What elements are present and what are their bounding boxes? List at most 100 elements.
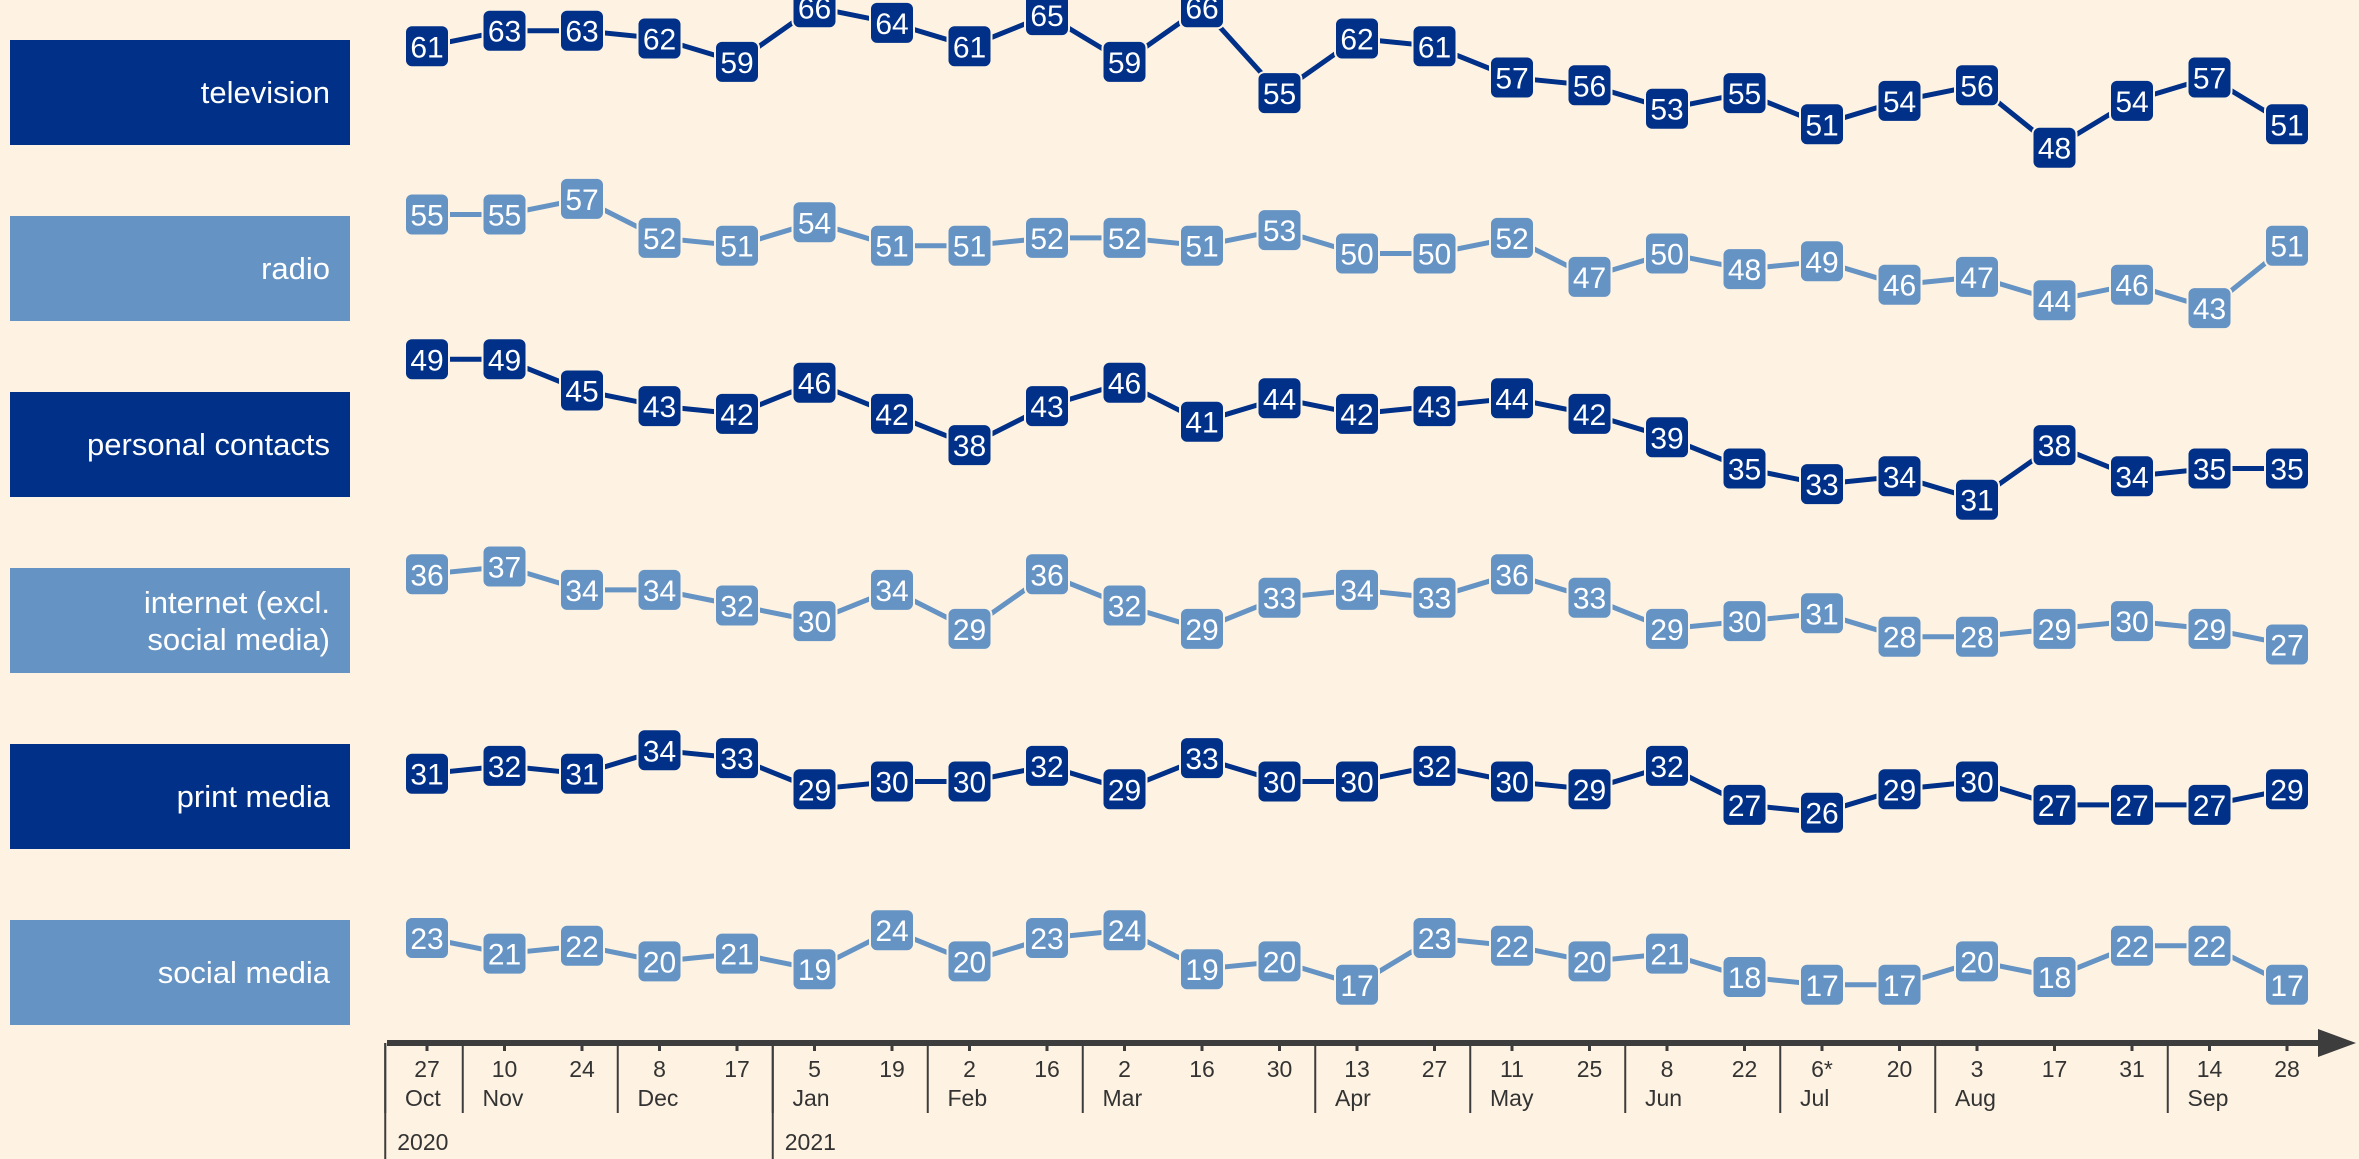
data-label: 30	[1495, 767, 1528, 800]
x-tick-day: 22	[1732, 1056, 1758, 1082]
data-marker	[791, 947, 838, 992]
data-marker	[1799, 790, 1845, 835]
data-label: 21	[1650, 939, 1683, 972]
data-label: 57	[2193, 63, 2226, 96]
data-marker	[946, 939, 993, 984]
x-tick-day: 11	[1500, 1056, 1524, 1082]
data-label: 33	[1185, 743, 1218, 776]
data-label: 48	[1728, 254, 1761, 287]
x-tick-day: 27	[414, 1056, 440, 1082]
data-marker	[1024, 743, 1070, 788]
data-marker	[2109, 78, 2155, 123]
x-tick-day: 3	[1971, 1056, 1984, 1082]
data-point-radio-23: 43	[2186, 286, 2233, 331]
data-label: 20	[1263, 946, 1296, 979]
data-point-radio-10: 51	[1179, 223, 1225, 268]
data-point-internet-excl-social-media-13: 33	[1411, 575, 1458, 620]
data-label: 29	[1573, 774, 1606, 807]
data-label: 38	[953, 430, 986, 463]
data-marker	[1644, 415, 1690, 460]
data-point-social-media-12: 17	[1334, 962, 1380, 1007]
data-point-personal-contacts-7: 38	[946, 423, 993, 468]
data-marker	[1101, 39, 1148, 84]
data-marker	[1411, 916, 1458, 960]
data-label: 51	[875, 231, 908, 264]
data-label: 30	[798, 606, 831, 639]
data-label: 54	[2115, 86, 2148, 119]
data-point-personal-contacts-11: 44	[1256, 376, 1303, 421]
data-point-internet-excl-social-media-8: 36	[1024, 552, 1070, 597]
data-marker	[2031, 423, 2078, 468]
data-marker	[1256, 939, 1303, 984]
data-marker	[1334, 231, 1380, 276]
data-point-print-media-18: 26	[1799, 790, 1845, 835]
data-marker	[791, 0, 838, 30]
data-marker	[1799, 462, 1845, 507]
data-point-internet-excl-social-media-23: 29	[2186, 606, 2233, 651]
data-label: 41	[1185, 407, 1218, 440]
data-marker	[1954, 759, 2000, 804]
data-marker	[1179, 0, 1225, 30]
data-marker	[636, 939, 683, 984]
series-label-radio: radio	[10, 216, 350, 321]
data-point-radio-15: 47	[1566, 254, 1613, 299]
series-label-personal-contacts: personal contacts	[10, 392, 350, 497]
data-point-personal-contacts-18: 33	[1799, 462, 1845, 507]
data-point-personal-contacts-10: 41	[1179, 399, 1225, 444]
data-label: 48	[2038, 133, 2071, 166]
data-point-print-media-15: 29	[1566, 767, 1613, 812]
data-point-television-5: 66	[791, 0, 838, 30]
data-marker	[1411, 384, 1458, 429]
x-tick-day: 27	[1422, 1056, 1448, 1082]
data-marker	[481, 8, 528, 53]
data-point-social-media-18: 17	[1799, 962, 1845, 1007]
data-point-personal-contacts-0: 49	[404, 337, 450, 382]
data-marker	[1721, 247, 1768, 292]
x-tick-day: 14	[2197, 1056, 2223, 1082]
data-label: 26	[1805, 798, 1838, 831]
data-point-social-media-13: 23	[1411, 916, 1458, 960]
data-label: 30	[2115, 606, 2148, 639]
x-tick-day: 30	[1267, 1056, 1293, 1082]
data-marker	[2031, 125, 2078, 170]
data-point-radio-4: 51	[714, 223, 760, 268]
data-label: 17	[2270, 970, 2303, 1003]
data-marker	[1566, 254, 1613, 299]
data-label: 30	[953, 767, 986, 800]
data-marker	[2264, 446, 2310, 491]
x-tick-day: 28	[2274, 1056, 2300, 1082]
data-marker	[1954, 477, 2000, 522]
data-point-print-media-1: 32	[481, 743, 528, 788]
data-point-radio-6: 51	[869, 223, 915, 268]
data-marker	[636, 16, 683, 61]
data-label: 52	[1495, 223, 1528, 256]
data-marker	[869, 0, 915, 45]
data-label: 49	[410, 344, 443, 377]
data-label: 32	[1108, 591, 1141, 624]
data-marker	[1799, 102, 1845, 147]
data-point-television-10: 66	[1179, 0, 1225, 30]
x-tick-month: May	[1490, 1085, 1534, 1111]
data-point-personal-contacts-20: 31	[1954, 477, 2000, 522]
data-label: 44	[2038, 285, 2071, 318]
data-marker	[1334, 759, 1380, 804]
x-tick-year: 2020	[397, 1129, 448, 1155]
data-marker	[2109, 454, 2155, 499]
data-label: 43	[643, 391, 676, 424]
data-label: 36	[410, 559, 443, 592]
data-label: 61	[410, 31, 443, 64]
data-point-personal-contacts-17: 35	[1721, 446, 1768, 491]
data-point-television-15: 56	[1566, 63, 1613, 108]
data-marker	[1179, 399, 1225, 444]
data-label: 29	[953, 614, 986, 647]
data-label: 46	[1108, 368, 1141, 401]
data-point-personal-contacts-3: 43	[636, 384, 683, 429]
data-marker	[1489, 55, 1535, 100]
data-point-television-22: 54	[2109, 78, 2155, 123]
data-marker	[2109, 782, 2155, 827]
data-marker	[1876, 262, 1923, 307]
data-marker	[1411, 24, 1458, 69]
x-tick-day: 24	[569, 1056, 595, 1082]
x-axis-arrow	[2318, 1029, 2356, 1057]
data-marker	[1101, 767, 1148, 812]
